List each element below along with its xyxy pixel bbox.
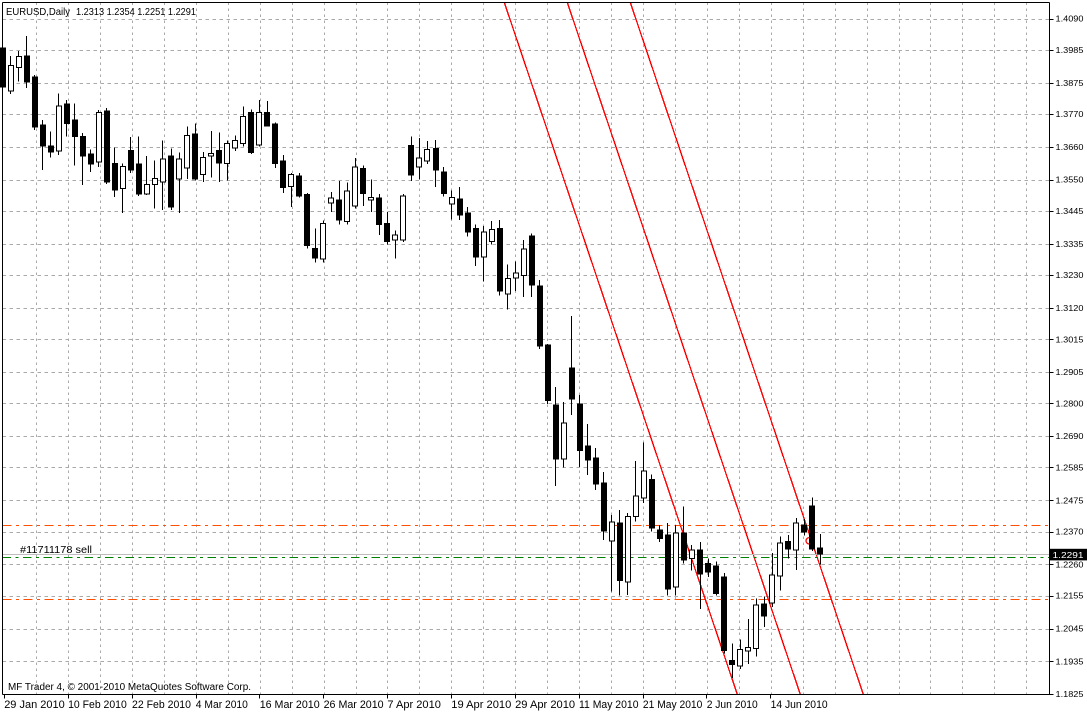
svg-text:1.2260: 1.2260 (1056, 559, 1084, 569)
svg-text:2 Jun 2010: 2 Jun 2010 (707, 699, 758, 711)
svg-text:29 Jan 2010: 29 Jan 2010 (4, 699, 64, 711)
svg-text:1.2045: 1.2045 (1056, 624, 1084, 634)
svg-text:16 Mar 2010: 16 Mar 2010 (260, 699, 320, 711)
svg-text:1.1825: 1.1825 (1056, 689, 1084, 699)
svg-text:1.2291: 1.2291 (1053, 550, 1084, 560)
svg-text:1.2800: 1.2800 (1056, 398, 1084, 408)
svg-text:1.3660: 1.3660 (1056, 142, 1084, 152)
svg-text:10 Feb 2010: 10 Feb 2010 (68, 699, 127, 711)
svg-text:4 Mar 2010: 4 Mar 2010 (196, 699, 248, 711)
svg-text:19 Apr 2010: 19 Apr 2010 (451, 699, 511, 711)
svg-text:1.2475: 1.2475 (1056, 495, 1084, 505)
svg-text:1.2155: 1.2155 (1056, 591, 1084, 601)
svg-text:1.3335: 1.3335 (1056, 239, 1084, 249)
svg-text:7 Apr 2010: 7 Apr 2010 (387, 699, 441, 711)
svg-text:14 Jun 2010: 14 Jun 2010 (771, 699, 828, 711)
svg-text:1.3445: 1.3445 (1056, 206, 1084, 216)
svg-text:1.2690: 1.2690 (1056, 431, 1084, 441)
svg-text:1.3550: 1.3550 (1056, 175, 1084, 185)
svg-text:MF Trader 4, © 2001-2010 MetaQ: MF Trader 4, © 2001-2010 MetaQuotes Soft… (8, 682, 251, 693)
svg-text:1.3120: 1.3120 (1056, 303, 1084, 313)
svg-text:1.3770: 1.3770 (1056, 109, 1084, 119)
svg-text:EURUSD,Daily: EURUSD,Daily (6, 6, 71, 18)
svg-text:1.3230: 1.3230 (1056, 270, 1084, 280)
svg-text:1.3875: 1.3875 (1056, 78, 1084, 88)
svg-text:#11711178 sell: #11711178 sell (20, 544, 92, 556)
svg-text:1.3985: 1.3985 (1056, 45, 1084, 55)
svg-text:26 Mar 2010: 26 Mar 2010 (324, 699, 384, 711)
svg-text:1.4090: 1.4090 (1056, 14, 1084, 24)
svg-text:21 May 2010: 21 May 2010 (643, 699, 703, 711)
svg-text:11 May 2010: 11 May 2010 (579, 699, 639, 711)
svg-text:22 Feb 2010: 22 Feb 2010 (132, 699, 191, 711)
svg-text:1.2313 1.2354 1.2251 1.2291: 1.2313 1.2354 1.2251 1.2291 (76, 6, 196, 18)
svg-text:1.3015: 1.3015 (1056, 334, 1084, 344)
svg-text:29 Apr 2010: 29 Apr 2010 (515, 699, 575, 711)
svg-text:1.2370: 1.2370 (1056, 527, 1084, 537)
svg-text:1.1935: 1.1935 (1056, 656, 1084, 666)
svg-text:1.2585: 1.2585 (1056, 463, 1084, 473)
svg-text:1.2905: 1.2905 (1056, 367, 1084, 377)
